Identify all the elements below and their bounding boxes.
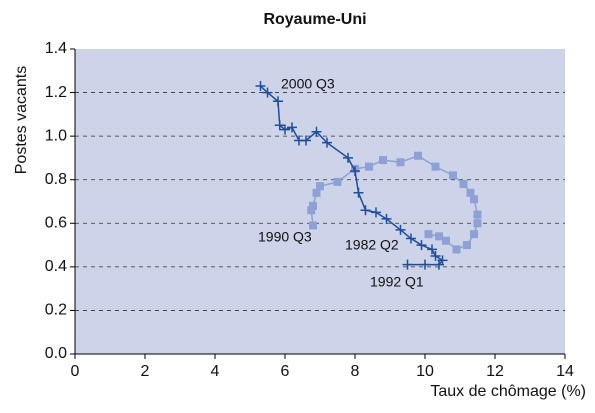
cross-marker	[255, 81, 266, 92]
cross-marker	[343, 152, 353, 163]
y-tick-label: 0.0	[45, 345, 67, 362]
x-tick-label: 14	[556, 363, 574, 380]
square-marker	[365, 162, 373, 171]
cross-marker	[420, 259, 430, 270]
plot-area	[75, 49, 565, 354]
cross-marker	[353, 187, 364, 198]
cross-marker	[427, 244, 437, 255]
square-marker	[470, 195, 478, 204]
cross-marker	[437, 255, 448, 266]
cross-marker	[395, 224, 406, 235]
square-marker	[466, 188, 475, 197]
y-tick-label: 0.2	[45, 302, 67, 319]
cross-marker	[273, 96, 283, 107]
x-tick-label: 10	[416, 363, 434, 380]
square-marker	[442, 236, 450, 245]
square-marker	[312, 188, 321, 197]
y-tick-label: 0.6	[45, 215, 67, 232]
square-marker	[309, 221, 317, 230]
cross-marker	[381, 213, 392, 224]
y-tick-label: 1.4	[45, 40, 67, 57]
cross-marker	[287, 122, 297, 133]
y-tick-label: 1.0	[45, 127, 67, 144]
square-marker	[473, 210, 482, 219]
cross-marker	[360, 205, 371, 216]
x-tick-label: 0	[71, 363, 80, 380]
square-marker	[414, 151, 422, 160]
cross-marker	[371, 207, 381, 218]
square-marker	[435, 232, 443, 241]
annotation: 2000 Q3	[281, 76, 335, 92]
square-marker	[473, 219, 482, 228]
cross-marker	[406, 233, 416, 244]
square-marker	[424, 230, 433, 239]
cross-marker	[280, 124, 290, 135]
square-marker	[333, 177, 342, 186]
annotation: 1992 Q1	[370, 274, 424, 290]
cross-marker	[322, 137, 332, 148]
square-marker	[449, 171, 457, 180]
square-marker	[316, 182, 324, 191]
square-marker	[459, 180, 468, 189]
square-marker	[309, 201, 317, 210]
x-tick-label: 4	[211, 363, 220, 380]
square-marker	[431, 162, 440, 171]
x-axis-title: Taux de chômage (%)	[430, 383, 586, 400]
annotation: 1990 Q3	[258, 229, 312, 245]
cross-marker	[416, 240, 427, 251]
cross-marker	[311, 126, 322, 137]
x-tick-label: 8	[351, 363, 360, 380]
square-marker	[470, 230, 478, 239]
cross-marker	[274, 120, 285, 131]
cross-marker	[262, 87, 273, 98]
x-tick-label: 6	[281, 363, 290, 380]
y-tick-label: 1.2	[45, 84, 67, 101]
cross-marker	[350, 166, 360, 176]
y-tick-label: 0.8	[45, 171, 67, 188]
y-axis-title: Postes vacants	[13, 66, 30, 175]
cross-marker	[294, 135, 304, 146]
x-tick-label: 12	[486, 363, 504, 380]
annotation: 1982 Q2	[345, 237, 399, 253]
y-tick-label: 0.4	[45, 258, 67, 275]
cross-marker	[430, 250, 441, 261]
square-marker	[307, 206, 316, 215]
square-marker	[463, 241, 471, 250]
x-tick-label: 2	[141, 363, 150, 380]
square-marker	[396, 158, 405, 167]
square-marker	[379, 156, 387, 165]
cross-marker	[402, 259, 413, 270]
square-marker	[452, 245, 461, 254]
chart-title: Royaume-Uni	[263, 11, 366, 28]
